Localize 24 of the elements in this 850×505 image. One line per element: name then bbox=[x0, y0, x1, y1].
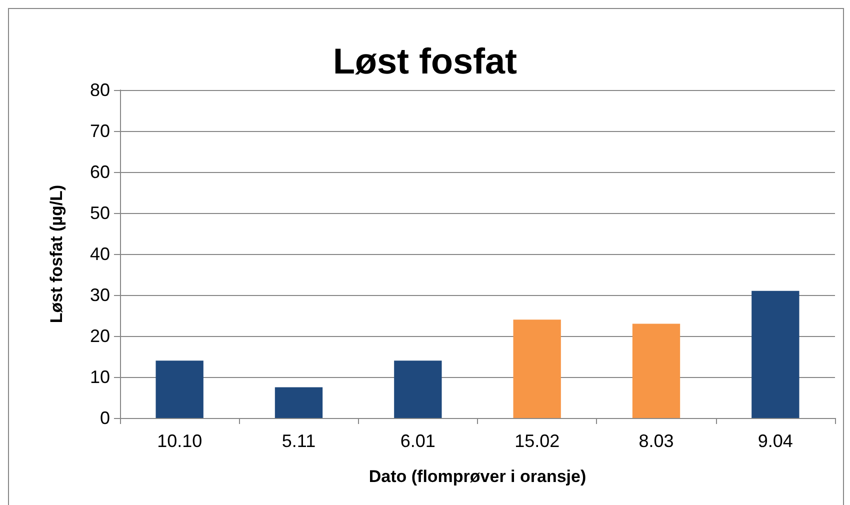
x-tick-label: 15.02 bbox=[514, 431, 560, 451]
x-tick-label: 9.04 bbox=[758, 431, 793, 451]
x-tick-label: 8.03 bbox=[638, 431, 674, 451]
bar bbox=[632, 324, 680, 418]
y-tick-label: 20 bbox=[90, 326, 110, 346]
y-tick-label: 60 bbox=[90, 162, 110, 182]
y-tick-label: 10 bbox=[90, 367, 110, 387]
y-tick-label: 0 bbox=[100, 408, 110, 428]
y-tick-label: 50 bbox=[90, 203, 110, 223]
y-axis-title: Løst fosfat (µg/L) bbox=[47, 184, 66, 324]
bar bbox=[394, 360, 442, 418]
chart-title: Løst fosfat bbox=[333, 40, 517, 82]
bar bbox=[752, 290, 800, 418]
y-tick-label: 40 bbox=[90, 244, 110, 264]
y-tick-label: 70 bbox=[90, 121, 110, 141]
bar bbox=[513, 320, 561, 418]
y-tick-label: 30 bbox=[90, 285, 110, 305]
x-tick-label: 6.01 bbox=[400, 431, 436, 451]
x-tick-label: 10.10 bbox=[157, 431, 202, 451]
x-axis-title: Dato (flomprøver i oransje) bbox=[368, 467, 586, 486]
y-tick-label: 80 bbox=[90, 80, 110, 100]
bar bbox=[156, 360, 204, 418]
bar bbox=[274, 387, 323, 418]
x-tick-label: 5.11 bbox=[282, 431, 316, 451]
